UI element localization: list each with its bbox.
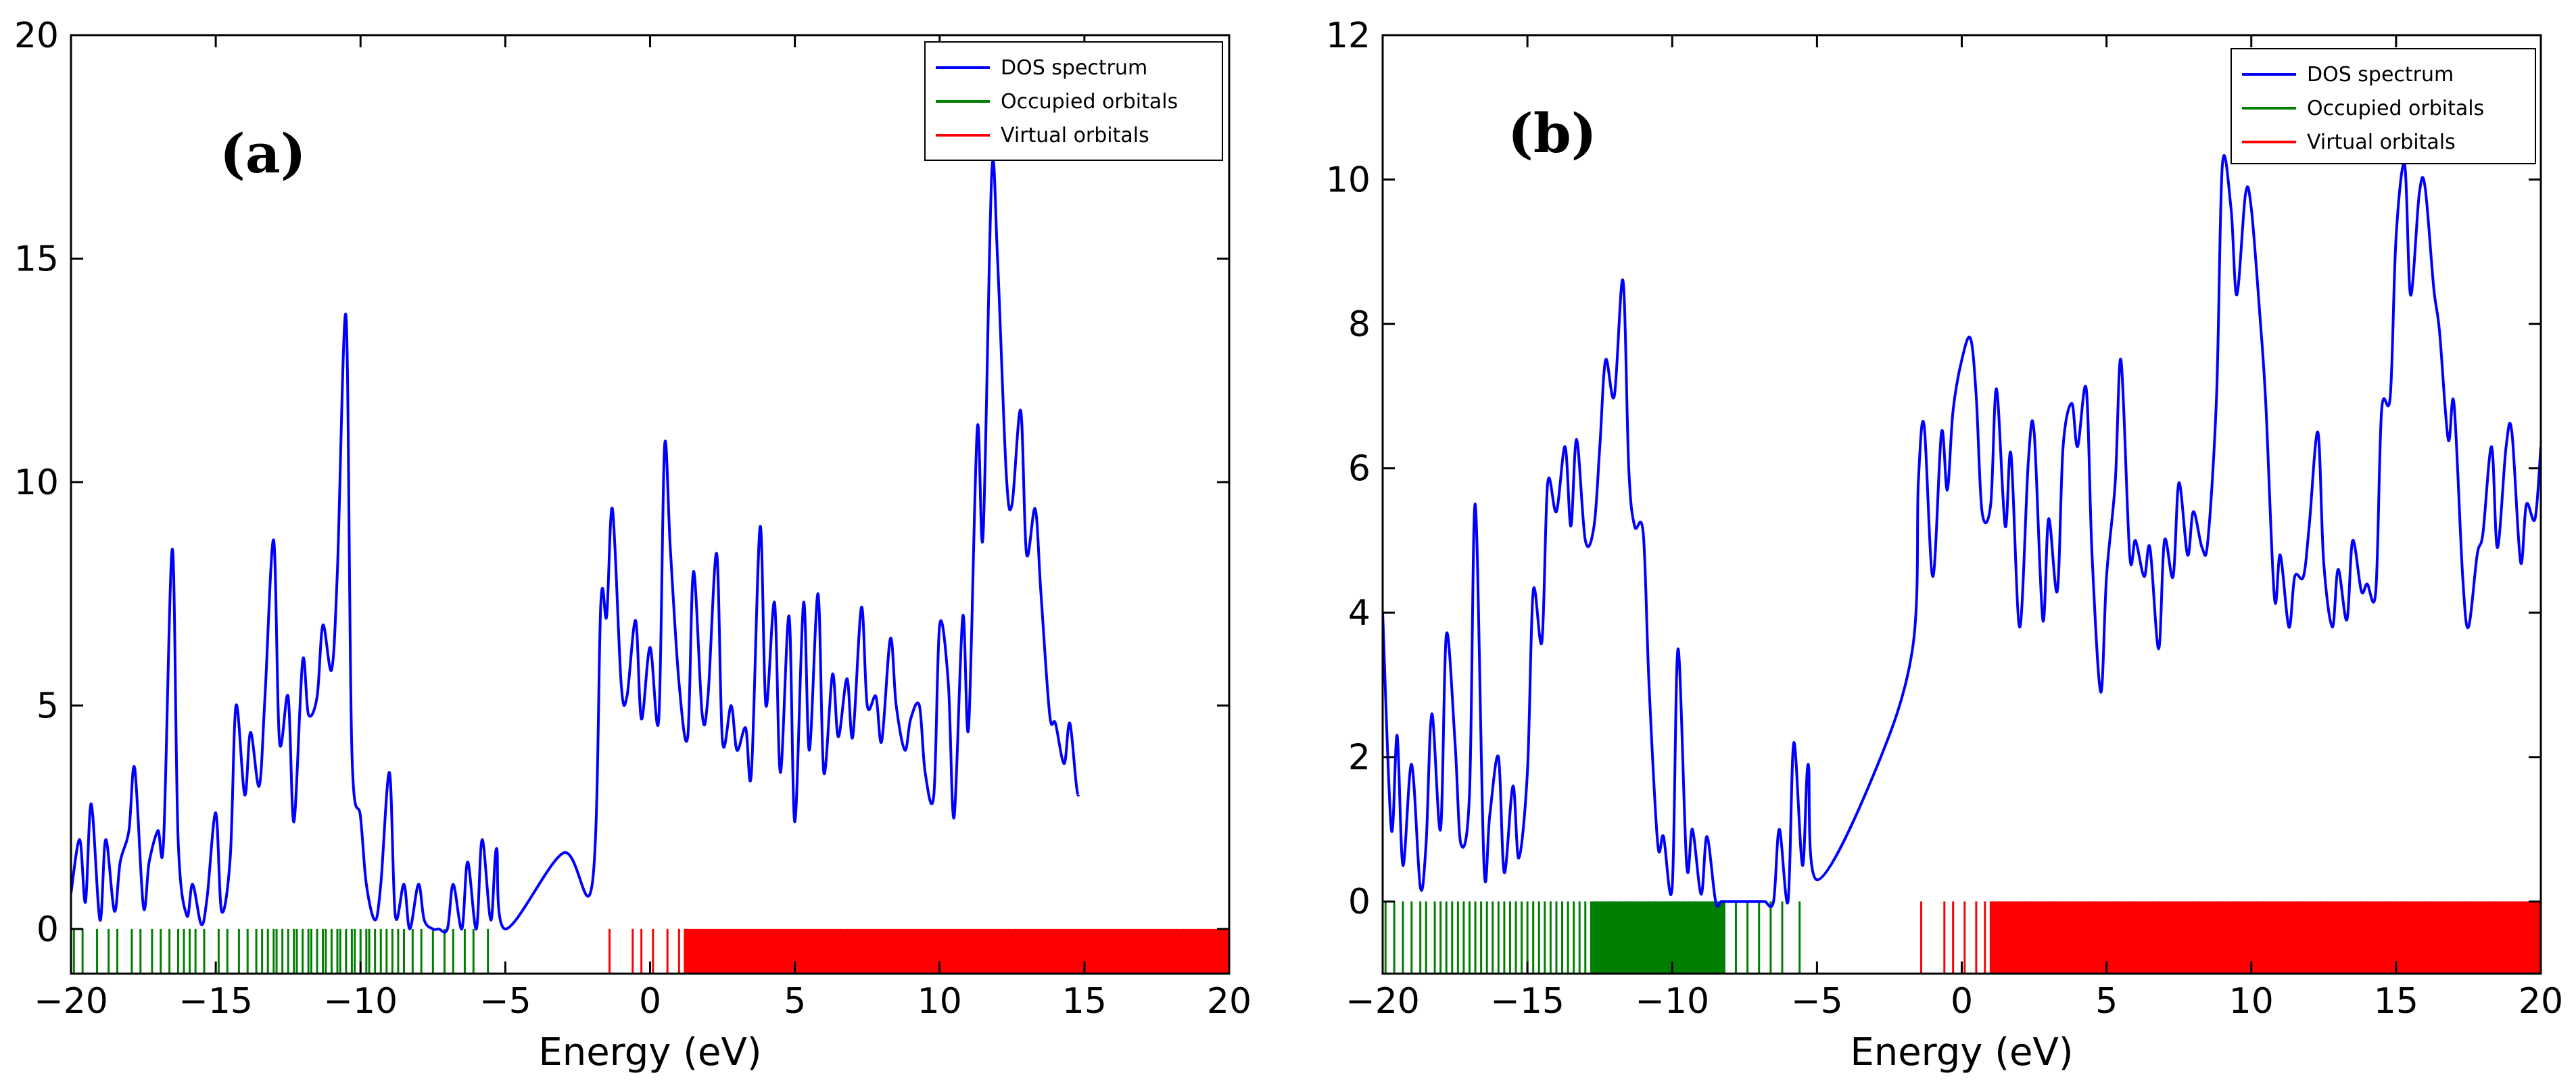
x-tick-label: 20 [1207, 981, 1251, 1022]
x-tick-label: 5 [784, 981, 806, 1022]
legend-label: Virtual orbitals [2307, 130, 2456, 154]
legend-label: DOS spectrum [2307, 63, 2454, 87]
legend-label: Virtual orbitals [1001, 124, 1149, 147]
x-tick-label: −15 [1490, 981, 1565, 1022]
x-axis-title-b: Energy (eV) [1850, 1030, 2073, 1074]
legend-label: Occupied orbitals [2307, 97, 2484, 120]
panel-a: −20 −15 −10 −5 0 5 10 15 20 0 5 10 15 20 Energy (eV)… [14, 16, 1251, 1074]
y-tick-label: 2 [1348, 738, 1370, 778]
virtual-orbital-dense-band [1990, 901, 2541, 974]
x-axis-title-a: Energy (eV) [538, 1030, 761, 1074]
x-tick-label: 15 [1062, 981, 1107, 1022]
orbital-bars-a [72, 928, 1229, 974]
y-tick-label: 8 [1348, 304, 1370, 345]
x-tick-label: 0 [639, 981, 661, 1022]
y-tick-label: 0 [37, 909, 59, 950]
x-tick-label: −20 [34, 981, 108, 1022]
panel-label-b: (b) [1508, 101, 1597, 165]
y-tick-label: 6 [1348, 449, 1370, 490]
dos-spectrum-line [1383, 153, 2541, 909]
x-tick-label: −5 [1791, 981, 1843, 1022]
x-tick-label: −15 [178, 981, 253, 1022]
x-tick-label: 10 [917, 981, 962, 1022]
x-tick-label: 0 [1951, 981, 1973, 1022]
x-tick-label: −10 [1635, 981, 1709, 1022]
panel-label-a: (a) [220, 122, 306, 185]
y-tick-label: 12 [1326, 16, 1370, 56]
x-ticks-a: −20 −15 −10 −5 0 5 10 15 20 [34, 35, 1251, 1022]
y-tick-label: 15 [14, 239, 59, 279]
x-tick-label: −10 [323, 981, 398, 1022]
legend-box [2231, 48, 2536, 164]
x-tick-label: 15 [2374, 981, 2418, 1022]
y-tick-label: 10 [1326, 160, 1370, 201]
y-tick-label: 10 [14, 462, 59, 503]
dos-curve-b [1383, 153, 2541, 909]
orbital-bars-b [1384, 901, 2541, 974]
y-ticks-b: 0 2 4 6 8 10 12 [1326, 16, 2541, 922]
panel-b: −20 −15 −10 −5 0 5 10 15 20 0 2 4 6 8 10 12 Energy (eV… [1326, 16, 2563, 1074]
occupied-orbital-dense-band [1591, 901, 1725, 974]
legend-label: DOS spectrum [1001, 56, 1147, 80]
x-tick-label: 10 [2229, 981, 2274, 1022]
x-tick-label: −5 [479, 981, 531, 1022]
legend-a: DOS spectrum Occupied orbitals Virtual orb… [924, 41, 1223, 161]
dos-curve-a [71, 158, 1080, 934]
y-tick-label: 4 [1348, 593, 1370, 634]
x-tick-label: −20 [1345, 981, 1420, 1022]
virtual-orbital-dense-band [684, 928, 1229, 974]
legend-b: DOS spectrum Occupied orbitals Virtual orb… [2231, 48, 2536, 164]
y-tick-label: 0 [1348, 882, 1370, 922]
dos-spectrum-line [71, 158, 1080, 934]
x-ticks-b: −20 −15 −10 −5 0 5 10 15 20 [1345, 35, 2563, 1022]
x-tick-label: 20 [2519, 981, 2563, 1022]
y-tick-label: 20 [14, 16, 59, 56]
x-tick-label: 5 [2095, 981, 2118, 1022]
legend-label: Occupied orbitals [1001, 90, 1178, 114]
y-ticks-a: 0 5 10 15 20 [14, 16, 1229, 950]
y-tick-label: 5 [37, 686, 59, 726]
